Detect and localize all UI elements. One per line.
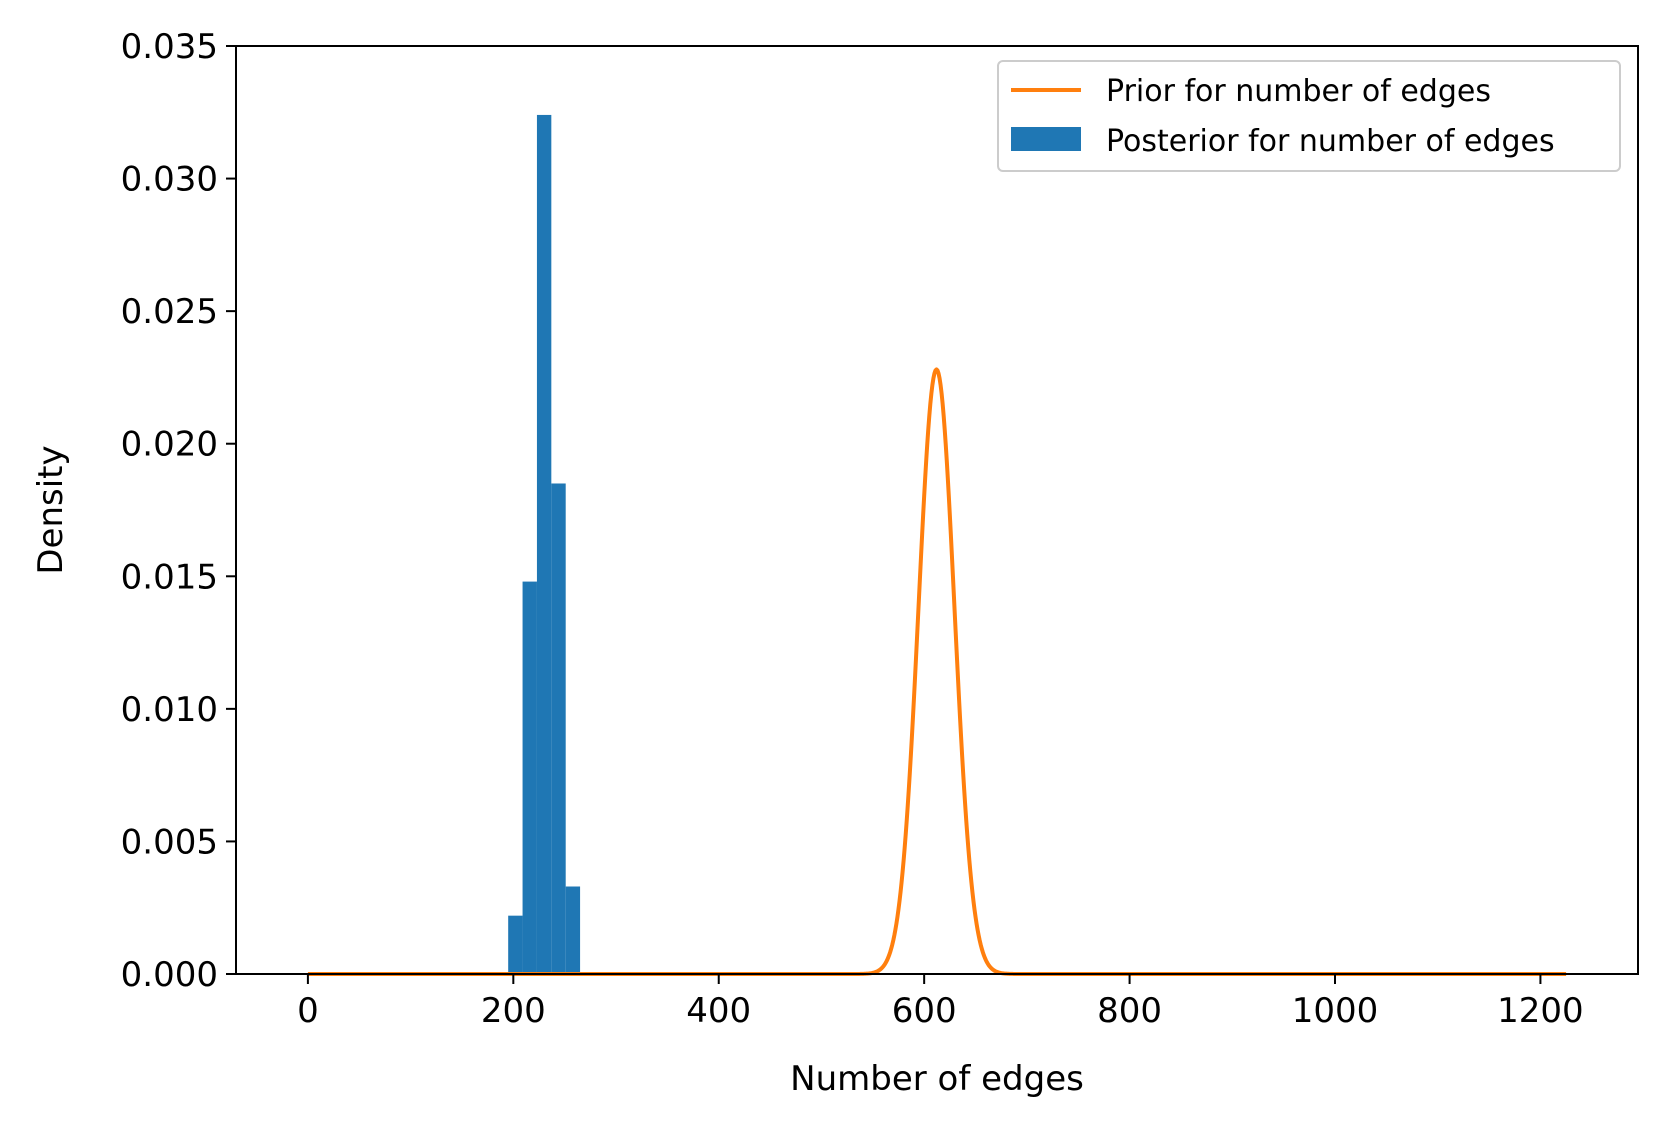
histogram-bar-0	[508, 915, 523, 974]
plot-area	[235, 45, 1639, 976]
y-tick-label: 0.035	[121, 27, 218, 67]
legend-frame	[997, 60, 1621, 172]
histogram-bar-3	[551, 483, 566, 974]
histogram-bar-4	[565, 886, 581, 974]
x-tick-label: 800	[1097, 991, 1162, 1031]
x-tick-label: 0	[297, 991, 319, 1031]
y-tick-label: 0.005	[121, 822, 218, 862]
x-tick-label: 400	[686, 991, 751, 1031]
axes-frame	[235, 45, 1639, 975]
x-tick-label: 1200	[1497, 991, 1584, 1031]
x-tick-label: 1000	[1292, 991, 1379, 1031]
y-tick-label: 0.000	[121, 955, 218, 995]
legend-label-posterior: Posterior for number of edges	[1106, 124, 1555, 159]
legend-swatch-posterior	[1011, 127, 1081, 151]
legend-label-prior: Prior for number of edges	[1106, 74, 1491, 109]
y-tick-label: 0.025	[121, 292, 218, 332]
x-tick-label: 200	[481, 991, 546, 1031]
y-tick-label: 0.030	[121, 160, 218, 200]
x-tick-label: 600	[892, 991, 957, 1031]
y-tick-label: 0.010	[121, 690, 218, 730]
x-axis: 0 200 400 600 800 1000 1200	[297, 974, 1584, 1031]
y-axis-title: Density	[31, 445, 71, 574]
y-tick-label: 0.015	[121, 557, 218, 597]
x-axis-title: Number of edges	[790, 1059, 1084, 1099]
legend: Prior for number of edges Posterior for …	[997, 60, 1621, 172]
y-axis: 0.000 0.005 0.010 0.015 0.020 0.025 0.030 0.035	[121, 27, 236, 995]
histogram-bar-2	[536, 114, 552, 975]
y-tick-label: 0.020	[121, 425, 218, 465]
histogram-bar-1	[522, 581, 537, 974]
